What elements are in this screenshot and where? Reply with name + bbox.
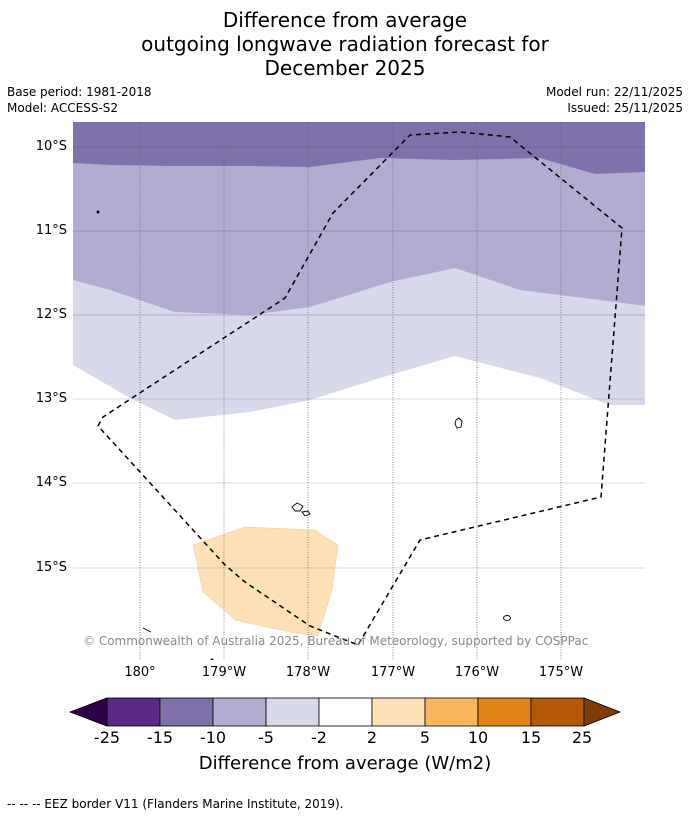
island-e [142, 627, 152, 633]
colorbar-segment [371, 697, 426, 727]
anomaly-patch-plus-2-to-5 [192, 526, 339, 637]
islands [96, 210, 511, 660]
gridlines [73, 122, 645, 660]
lat-label-10s: 10°S [35, 139, 67, 154]
copyright-notice: © Commonwealth of Australia 2025, Bureau… [83, 634, 589, 648]
colorbar-segment [265, 697, 320, 727]
lon-label-179w: 179°W [201, 665, 247, 680]
colorbar-tick: 10 [467, 728, 489, 747]
model-run: Model run: 22/11/2025 [545, 85, 683, 99]
base-period: Base period: 1981-2018 [7, 85, 152, 99]
colorbar-under-arrow [68, 697, 108, 727]
colorbar-segment [106, 697, 161, 727]
lon-label-176w: 176°W [454, 665, 500, 680]
colorbar-segment [212, 697, 267, 727]
colorbar-label: Difference from average (W/m2) [198, 753, 492, 774]
meta-right: Model run: 22/11/2025 Issued: 25/11/2025 [546, 84, 683, 116]
colorbar-segment [159, 697, 214, 727]
colorbar [68, 697, 622, 727]
island-d [503, 615, 511, 621]
title-line-1: Difference from average [222, 8, 468, 32]
chart-title: Difference from average outgoing longwav… [0, 8, 690, 80]
eez-legend-note: -- -- -- EEZ border V11 (Flanders Marine… [7, 797, 344, 811]
lat-label-13s: 13°S [35, 391, 67, 406]
lat-label-12s: 12°S [35, 307, 67, 322]
lon-label-177w: 177°W [370, 665, 416, 680]
colorbar-segment [477, 697, 532, 727]
colorbar-tick: 2 [366, 728, 378, 747]
colorbar-segment [424, 697, 479, 727]
island-a [454, 417, 463, 429]
colorbar-tick: -2 [311, 728, 327, 747]
anomaly-band-minus-5-to-10 [73, 122, 645, 315]
title-line-2: outgoing longwave radiation forecast for [141, 32, 549, 56]
lon-label-178w: 178°W [285, 665, 331, 680]
map-area [73, 122, 645, 660]
colorbar-tick: -25 [93, 728, 121, 747]
colorbar-segment [530, 697, 585, 727]
colorbar-segment [318, 697, 373, 727]
colorbar-tick: -10 [199, 728, 227, 747]
issued-date: Issued: 25/11/2025 [567, 101, 683, 115]
colorbar-tick: -5 [258, 728, 274, 747]
island-f [210, 658, 214, 660]
colorbar-tick: 5 [419, 728, 431, 747]
lon-label-175w: 175°W [538, 665, 584, 680]
island-c [301, 510, 311, 517]
meta-left: Base period: 1981-2018 Model: ACCESS-S2 [7, 84, 152, 116]
anomaly-band-minus-10-to-15 [73, 122, 645, 174]
eez-border [97, 131, 623, 646]
lat-label-11s: 11°S [35, 223, 67, 238]
colorbar-over-arrow [583, 697, 622, 727]
colorbar-tick: 15 [520, 728, 542, 747]
lat-label-14s: 14°S [35, 475, 67, 490]
lon-label-180: 180° [124, 665, 156, 680]
title-line-3: December 2025 [264, 56, 426, 80]
island-dot [96, 210, 100, 214]
colorbar-tick: 25 [571, 728, 593, 747]
colorbar-tick: -15 [146, 728, 174, 747]
lat-label-15s: 15°S [35, 560, 67, 575]
island-b [291, 502, 304, 512]
model-name: Model: ACCESS-S2 [7, 101, 119, 115]
